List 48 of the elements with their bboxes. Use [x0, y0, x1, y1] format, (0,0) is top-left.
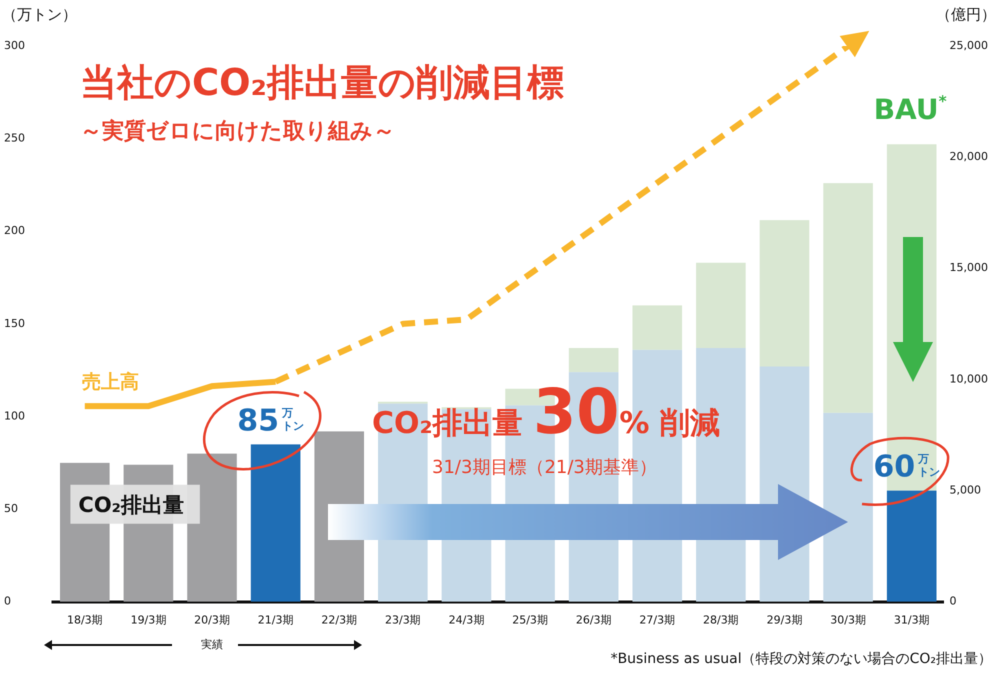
y-tick-label: 200	[4, 224, 25, 238]
x-tick-label: 22/3期	[321, 613, 358, 626]
x-tick-label: 24/3期	[448, 613, 484, 626]
series-label: 売上高	[82, 371, 139, 394]
series-label: CO₂排出量	[372, 406, 524, 441]
x-tick-label: 25/3期	[512, 613, 548, 626]
y-tick-label: 250	[4, 131, 25, 144]
x-tick-label: 18/3期	[66, 613, 103, 626]
y-tick-label: 50	[4, 502, 18, 516]
x-tick-label: 26/3期	[576, 613, 612, 626]
bar	[886, 490, 937, 602]
y-axis-title: （万トン）	[2, 5, 77, 24]
bar	[823, 183, 873, 413]
y2-tick-label: 15,000	[950, 261, 988, 274]
text: *Business as usual（特段の対策のない場合のCO₂排出量）	[610, 651, 992, 667]
y-tick-label: 100	[4, 409, 25, 422]
bar	[568, 348, 618, 372]
x-tick-label: 30/3期	[830, 613, 866, 626]
y2-tick-label: 25,000	[950, 38, 988, 52]
bar	[823, 412, 873, 602]
bar	[632, 305, 682, 350]
x-tick-label: 27/3期	[639, 613, 676, 626]
y2-tick-label: 20,000	[950, 150, 988, 164]
x-tick-label: 28/3期	[703, 613, 739, 626]
text: 30% 削減	[533, 375, 720, 448]
text: ～実質ゼロに向けた取り組み～	[80, 118, 395, 146]
annotation: 31/3期目標（21/3期基準）	[432, 457, 657, 478]
y-tick-label: 300	[4, 38, 25, 52]
x-tick-label: 23/3期	[384, 613, 421, 626]
y2-tick-label: 5,000	[950, 484, 982, 496]
text: CO₂排出量	[78, 492, 184, 517]
y2-tick-label: 10,000	[950, 372, 988, 386]
text: 当社のCO₂排出量の削減目標	[80, 60, 564, 106]
bar	[187, 454, 237, 602]
text: 実績	[201, 638, 223, 651]
y2-axis-title: （億円）	[936, 5, 996, 24]
series-label: BAU*	[874, 92, 947, 126]
bar	[760, 220, 810, 367]
x-tick-label: 29/3期	[766, 613, 802, 626]
bar	[250, 444, 300, 602]
x-tick-label: 31/3期	[894, 613, 930, 626]
y2-tick-label: 0	[950, 594, 957, 608]
bar	[696, 262, 746, 348]
y-tick-label: 150	[4, 316, 25, 330]
x-tick-label: 20/3期	[194, 613, 230, 626]
y-tick-label: 0	[4, 594, 11, 608]
x-tick-label: 21/3期	[258, 613, 294, 626]
x-tick-label: 19/3期	[130, 613, 166, 626]
